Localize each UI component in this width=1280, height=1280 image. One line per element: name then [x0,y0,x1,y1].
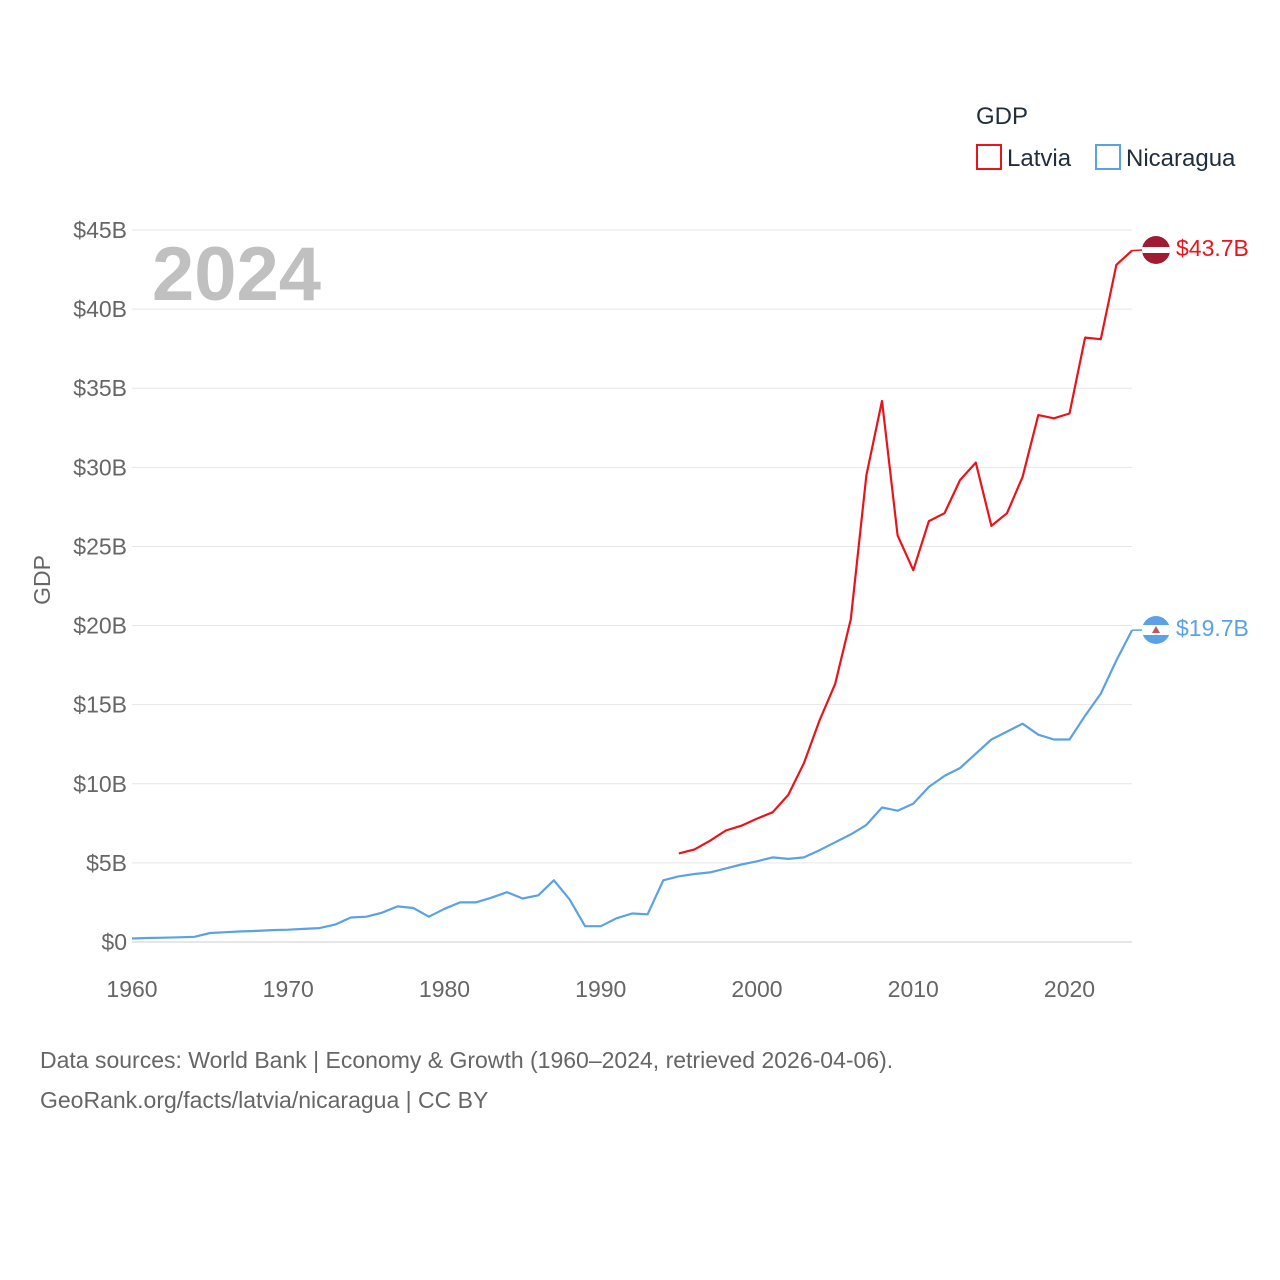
latvia-end-connector [1131,249,1143,252]
legend: GDP Latvia Nicaragua [976,103,1236,172]
gdp-line-chart: $0 $5B $10B $15B $20B $25B $30B $35B $40B $45B 19… [29,103,1249,1002]
latvia-end-label: $43.7B [1176,235,1249,261]
data-sources-text: Data sources: World Bank | Economy & Gro… [40,1047,894,1073]
y-tick-label: $0 [101,929,127,955]
y-axis: $0 $5B $10B $15B $20B $25B $30B $35B $40B $45B [73,217,127,955]
x-tick-label: 1970 [263,976,314,1002]
legend-label-latvia[interactable]: Latvia [1007,145,1072,172]
y-tick-label: $35B [73,375,127,401]
series-line-nicaragua[interactable] [131,629,1133,940]
legend-swatch-latvia[interactable] [976,144,1002,170]
y-tick-label: $5B [86,850,127,876]
x-tick-label: 2010 [888,976,939,1002]
year-watermark: 2024 [152,232,321,317]
nicaragua-flag-icon [1142,616,1170,644]
y-tick-label: $15B [73,692,127,718]
legend-swatch-nicaragua[interactable] [1095,144,1121,170]
legend-label-nicaragua[interactable]: Nicaragua [1126,145,1236,172]
y-tick-label: $45B [73,217,127,243]
x-tick-label: 2020 [1044,976,1095,1002]
attribution-link[interactable]: GeoRank.org/facts/latvia/nicaragua | CC … [40,1087,489,1113]
y-tick-label: $40B [73,296,127,322]
y-tick-label: $25B [73,533,127,559]
latvia-flag-icon [1142,236,1170,264]
grid-lines [132,229,1132,864]
x-tick-label: 1980 [419,976,470,1002]
y-axis-title: GDP [29,555,55,605]
y-tick-label: $30B [73,454,127,480]
y-tick-label: $10B [73,771,127,797]
x-tick-label: 1990 [575,976,626,1002]
legend-title: GDP [976,103,1028,130]
footer: Data sources: World Bank | Economy & Gro… [40,1040,893,1120]
x-axis: 1960 1970 1980 1990 2000 2010 2020 [106,976,1095,1002]
nicaragua-end-label: $19.7B [1176,615,1249,641]
y-tick-label: $20B [73,613,127,639]
x-tick-label: 1960 [106,976,157,1002]
x-tick-label: 2000 [731,976,782,1002]
series-lines [131,249,1133,940]
series-line-latvia[interactable] [678,249,1133,855]
